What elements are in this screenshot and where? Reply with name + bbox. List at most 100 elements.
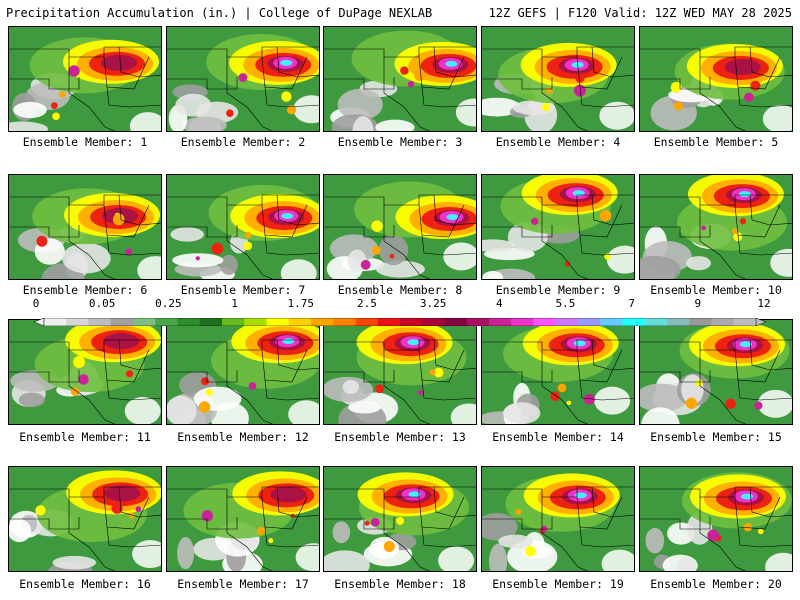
scale-arrow-right xyxy=(755,317,767,327)
scale-label: 9 xyxy=(694,297,702,310)
ensemble-member-label: Ensemble Member: 4 xyxy=(495,135,621,149)
ensemble-member-label: Ensemble Member: 15 xyxy=(650,430,782,444)
scale-label: 5.5 xyxy=(555,297,576,310)
precip-map xyxy=(9,320,161,424)
scale-arrow-left xyxy=(33,317,45,327)
scale-swatch xyxy=(66,318,89,326)
ensemble-panel-3 xyxy=(323,26,477,132)
ensemble-panel-17 xyxy=(166,466,320,572)
ensemble-member-label: Ensemble Member: 17 xyxy=(177,577,309,591)
ensemble-member-label: Ensemble Member: 11 xyxy=(19,430,151,444)
precip-map xyxy=(640,175,792,279)
scale-swatch xyxy=(555,318,579,326)
header-valid-time: 12Z GEFS | F120 Valid: 12Z WED MAY 28 20… xyxy=(488,6,792,20)
ensemble-member-label: Ensemble Member: 6 xyxy=(22,283,148,297)
precip-map xyxy=(9,27,161,131)
ensemble-member-label: Ensemble Member: 16 xyxy=(19,577,151,591)
precip-map xyxy=(167,467,319,571)
scale-swatch xyxy=(377,318,401,326)
scale-swatch xyxy=(244,318,267,326)
ensemble-panel-10 xyxy=(639,174,793,280)
ensemble-panel-11 xyxy=(8,319,162,425)
ensemble-member-label: Ensemble Member: 5 xyxy=(653,135,779,149)
scale-swatch xyxy=(511,318,534,326)
ensemble-panel-2 xyxy=(166,26,320,132)
scale-swatch xyxy=(644,318,668,326)
precip-map xyxy=(9,467,161,571)
ensemble-member-label: Ensemble Member: 8 xyxy=(337,283,463,297)
scale-label: 3.25 xyxy=(419,297,447,310)
scale-swatch xyxy=(177,318,201,326)
ensemble-panel-18 xyxy=(323,466,477,572)
precip-map xyxy=(324,467,476,571)
scale-label: 2.5 xyxy=(356,297,377,310)
scale-swatch xyxy=(44,318,67,326)
ensemble-member-label: Ensemble Member: 19 xyxy=(492,577,624,591)
scale-swatch xyxy=(400,318,423,326)
scale-swatch xyxy=(711,318,735,326)
scale-swatch xyxy=(533,318,557,326)
scale-swatch xyxy=(133,318,156,326)
ensemble-member-label: Ensemble Member: 20 xyxy=(650,577,782,591)
color-scale-svg xyxy=(33,317,767,327)
ensemble-panel-19 xyxy=(481,466,635,572)
ensemble-panel-6 xyxy=(8,174,162,280)
ensemble-panel-15 xyxy=(639,319,793,425)
precip-map xyxy=(167,320,319,424)
scale-label: 1.75 xyxy=(287,297,314,310)
scale-label: 1 xyxy=(231,297,238,310)
ensemble-panel-8 xyxy=(323,174,477,280)
scale-swatch xyxy=(88,318,112,326)
scale-swatch xyxy=(155,318,178,326)
precip-map xyxy=(640,27,792,131)
scale-swatch xyxy=(600,318,623,326)
precip-map xyxy=(482,27,634,131)
scale-swatch xyxy=(311,318,334,326)
precip-map xyxy=(324,27,476,131)
ensemble-member-label: Ensemble Member: 14 xyxy=(492,430,624,444)
scale-label: 7 xyxy=(628,297,635,310)
scale-swatch xyxy=(333,318,356,326)
ensemble-panel-4 xyxy=(481,26,635,132)
precip-map xyxy=(324,320,476,424)
ensemble-member-label: Ensemble Member: 12 xyxy=(177,430,309,444)
scale-swatch xyxy=(222,318,245,326)
scale-swatch xyxy=(489,318,512,326)
ensemble-panel-20 xyxy=(639,466,793,572)
scale-swatch xyxy=(110,318,134,326)
ensemble-panel-9 xyxy=(481,174,635,280)
precip-map xyxy=(167,27,319,131)
ensemble-member-label: Ensemble Member: 3 xyxy=(337,135,463,149)
ensemble-panel-1 xyxy=(8,26,162,132)
scale-swatch xyxy=(667,318,690,326)
color-scale-bar xyxy=(33,311,767,327)
scale-swatch xyxy=(578,318,601,326)
ensemble-panel-16 xyxy=(8,466,162,572)
ensemble-panel-13 xyxy=(323,319,477,425)
scale-swatch xyxy=(355,318,379,326)
ensemble-panel-12 xyxy=(166,319,320,425)
precip-map xyxy=(9,175,161,279)
scale-label: 0.25 xyxy=(155,297,182,310)
precip-map xyxy=(324,175,476,279)
scale-swatch xyxy=(733,318,757,326)
ensemble-panel-7 xyxy=(166,174,320,280)
header: Precipitation Accumulation (in.) | Colle… xyxy=(0,0,800,24)
scale-swatch xyxy=(199,318,223,326)
scale-label: 12 xyxy=(757,297,771,310)
precip-map xyxy=(640,320,792,424)
ensemble-member-label: Ensemble Member: 1 xyxy=(22,135,148,149)
precip-map xyxy=(482,467,634,571)
ensemble-panel-5 xyxy=(639,26,793,132)
scale-label: 0 xyxy=(32,297,40,310)
precip-map xyxy=(482,320,634,424)
ensemble-member-label: Ensemble Member: 10 xyxy=(650,283,782,297)
ensemble-member-label: Ensemble Member: 13 xyxy=(334,430,466,444)
scale-label: 0.05 xyxy=(88,297,116,310)
ensemble-member-label: Ensemble Member: 9 xyxy=(495,283,621,297)
ensemble-panel-14 xyxy=(481,319,635,425)
precip-map xyxy=(482,175,634,279)
ensemble-member-label: Ensemble Member: 2 xyxy=(180,135,306,149)
scale-swatch xyxy=(288,318,312,326)
scale-swatch xyxy=(466,318,490,326)
